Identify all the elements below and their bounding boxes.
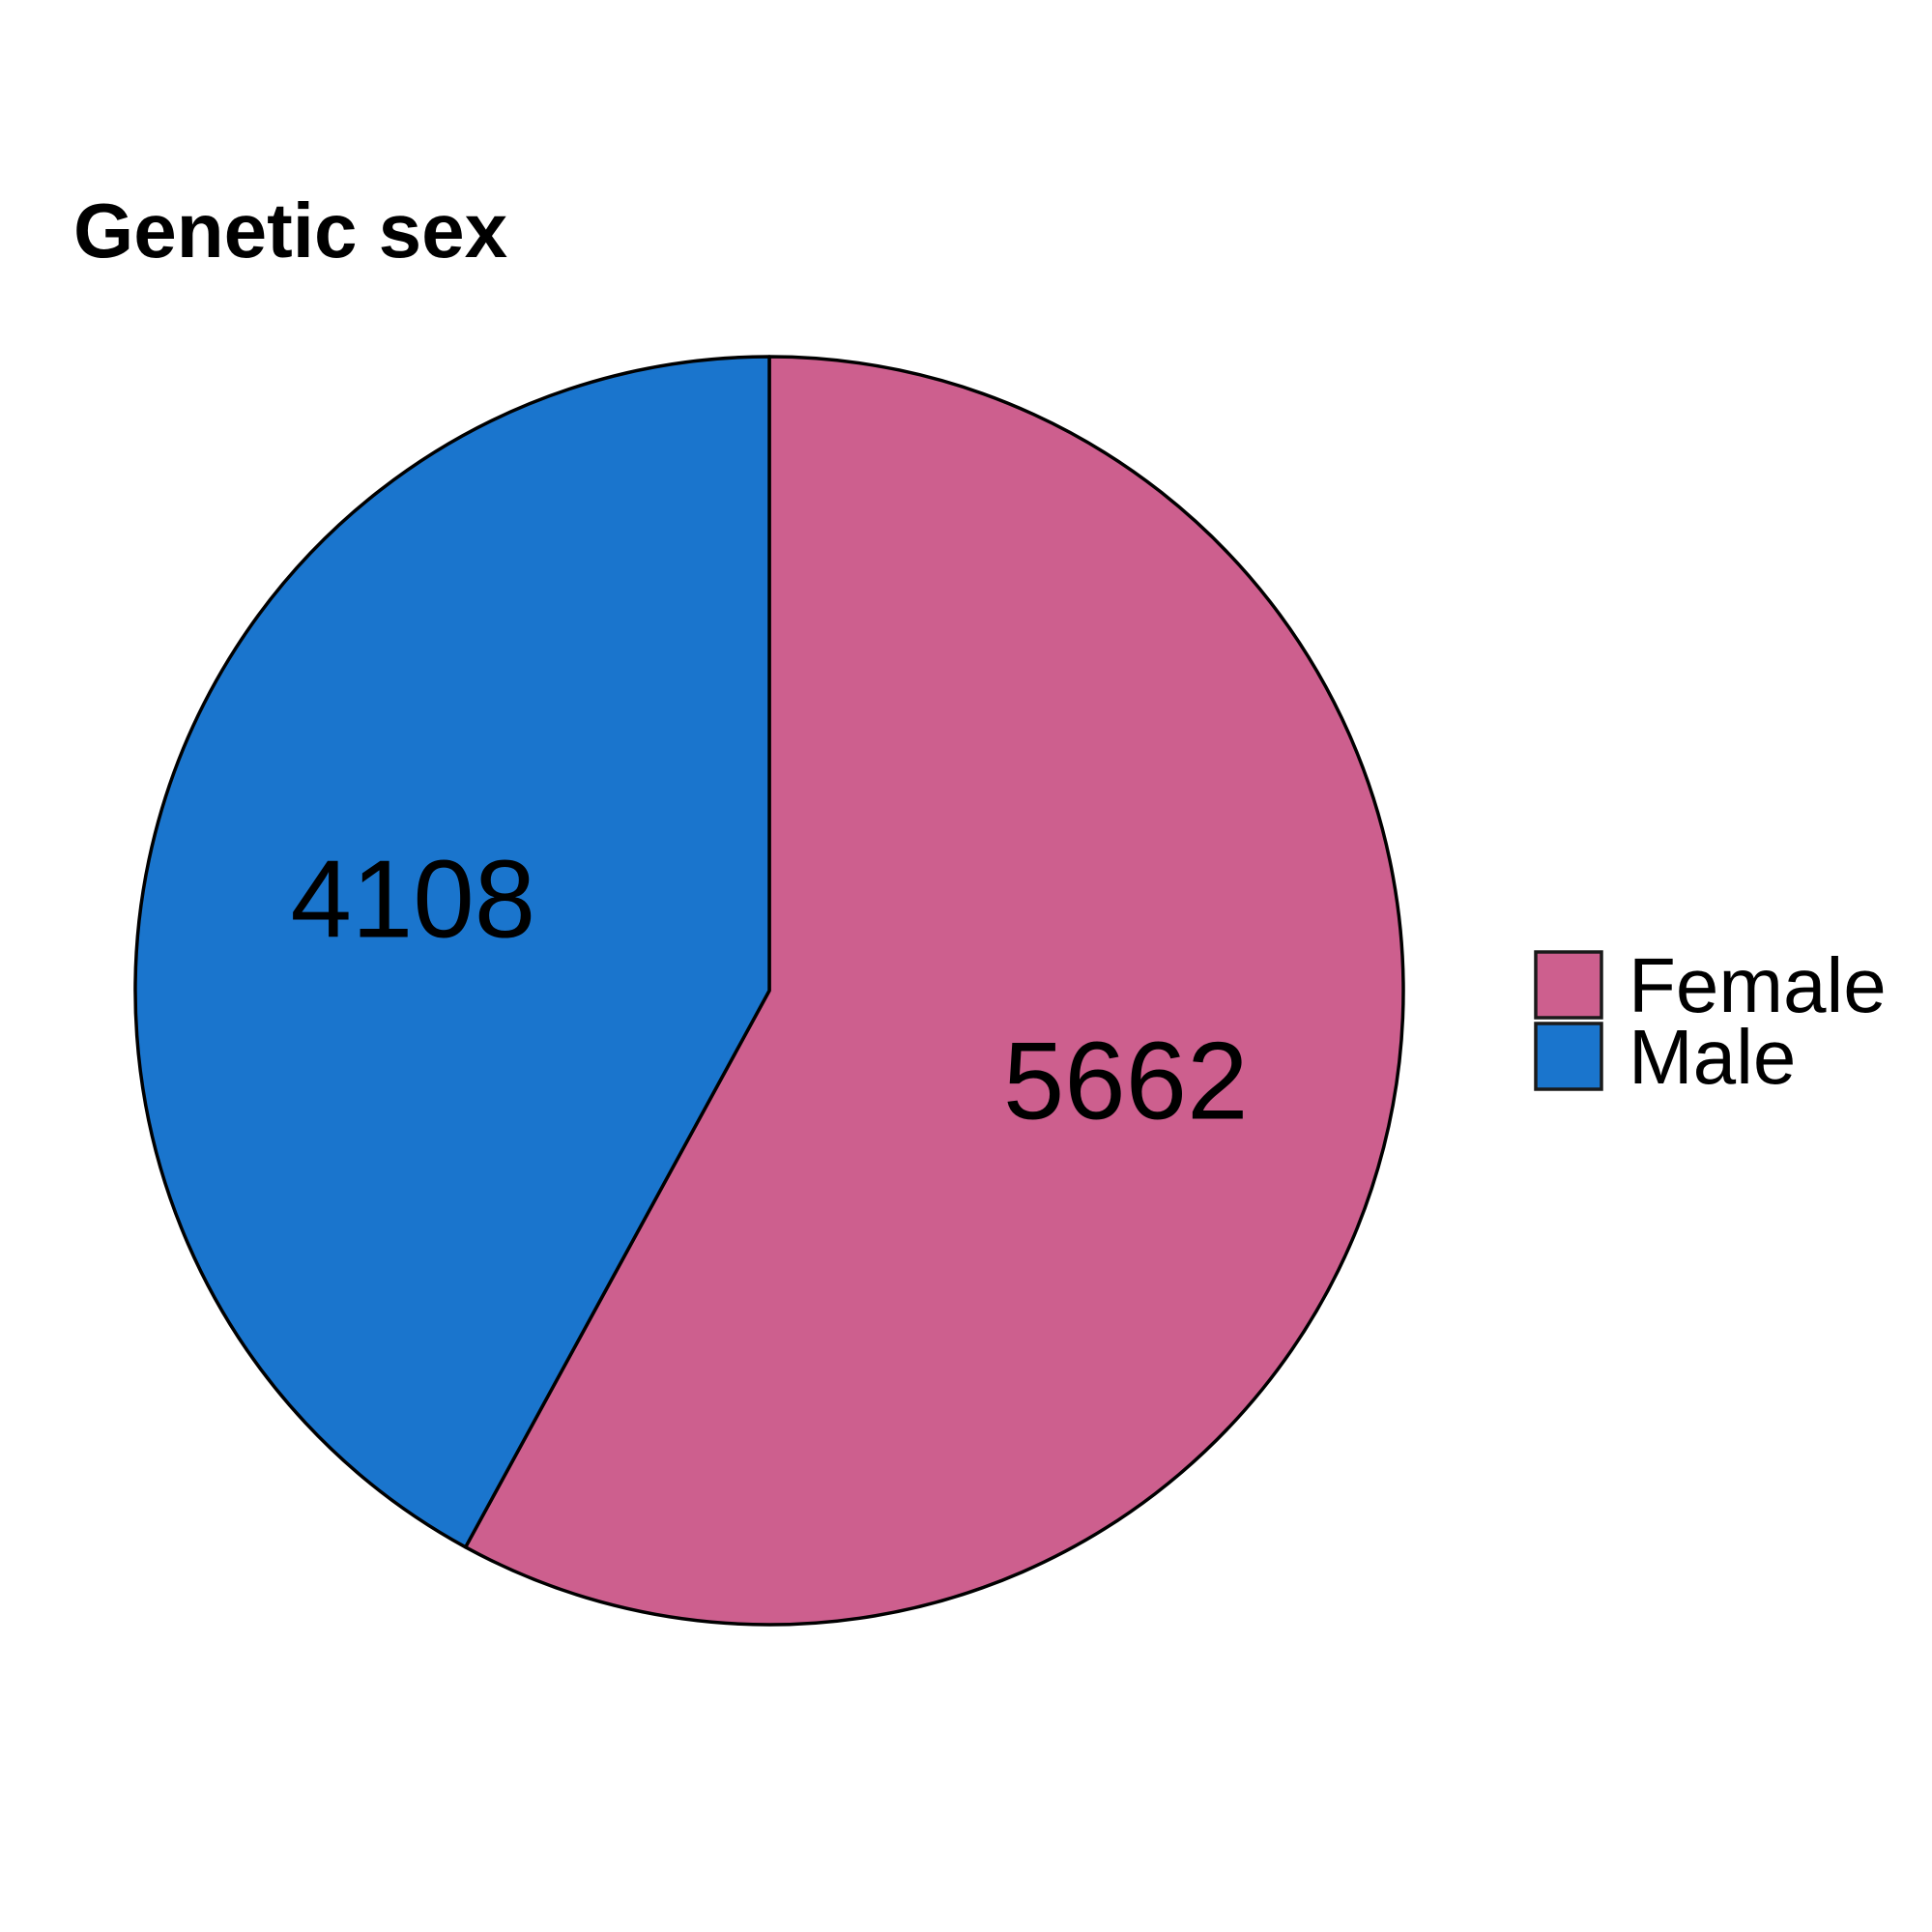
chart-title: Genetic sex [73,187,507,274]
slice-label-female: 5662 [1003,1021,1249,1143]
pie-slice-male [133,355,771,1549]
pie-slices [133,355,1405,1627]
pie-slice-female [463,355,1405,1627]
legend-swatch-female [1534,950,1603,1020]
slice-label-male: 4108 [291,838,536,961]
legend-label-female: Female [1629,942,1887,1028]
slice-labels: 5662 4108 [291,838,1249,1142]
legend-label-male: Male [1629,1014,1796,1100]
legend-swatch-male [1534,1022,1603,1091]
